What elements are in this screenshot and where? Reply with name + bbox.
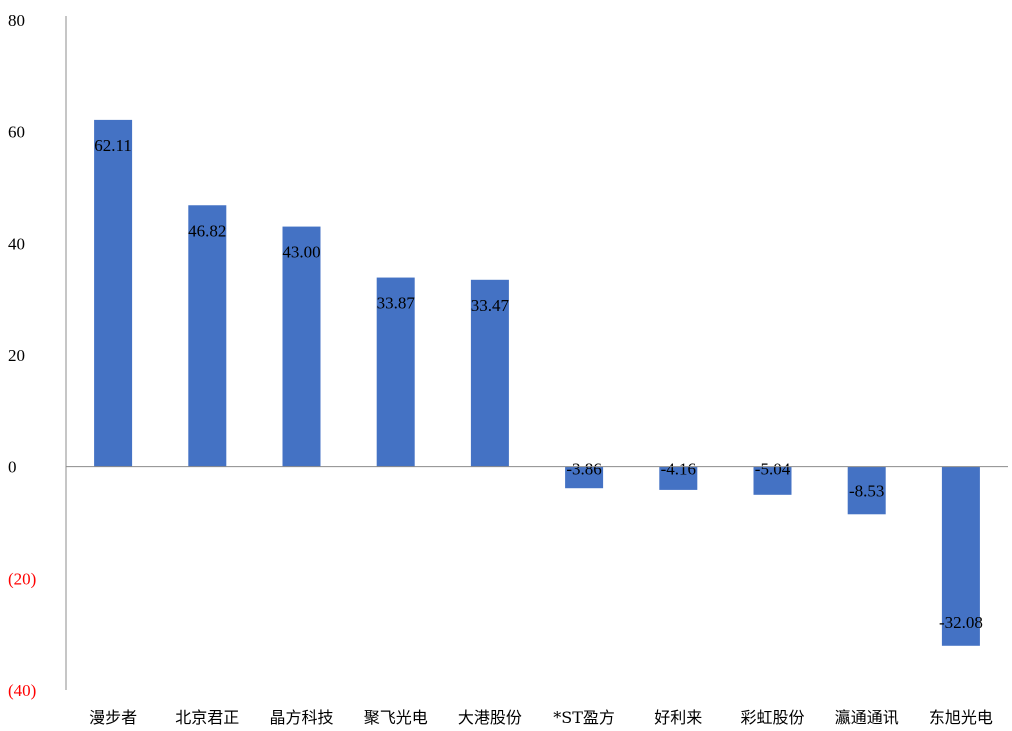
data-label: -5.04: [755, 460, 791, 479]
category-label: 大港股份: [458, 708, 522, 727]
data-labels: 62.11 46.82 43.00 33.87 33.47 -3.86 -4.16 -5.04…: [94, 136, 983, 632]
bar: [753, 466, 792, 495]
data-label: -8.53: [849, 481, 884, 500]
bars: [94, 119, 980, 646]
category-label: 北京君正: [175, 708, 239, 727]
bar: [941, 466, 980, 646]
data-label: -32.08: [939, 613, 983, 632]
y-tick-label: (20): [8, 569, 36, 588]
category-label: 漫步者: [89, 708, 137, 727]
bar: [376, 277, 415, 467]
bar: [282, 226, 321, 467]
y-tick-label: 20: [8, 346, 25, 365]
bar: [847, 466, 886, 515]
y-tick-label: 80: [8, 11, 25, 30]
y-axis: 80 60 40 20 0 (20) (40): [8, 11, 67, 700]
bar: [470, 279, 509, 467]
category-label: 瀛通通讯: [835, 708, 899, 727]
category-label: *ST盈方: [553, 708, 615, 727]
bar: [565, 466, 604, 489]
category-label: 好利来: [654, 708, 702, 727]
category-labels: 漫步者 北京君正 晶方科技 聚飞光电 大港股份 *ST盈方 好利来 彩虹股份 瀛通通讯 东旭光电: [89, 708, 993, 727]
data-label: 46.82: [188, 221, 226, 240]
category-label: 彩虹股份: [740, 708, 804, 727]
data-label: -3.86: [566, 460, 601, 479]
bar: [94, 119, 133, 467]
data-label: 33.47: [471, 296, 510, 315]
bar: [659, 466, 698, 490]
data-label: 33.87: [377, 294, 416, 313]
data-label: 43.00: [282, 243, 320, 262]
data-label: -4.16: [661, 460, 696, 479]
y-tick-label: 0: [8, 458, 17, 477]
category-label: 聚飞光电: [364, 708, 428, 727]
y-tick-label: 60: [8, 123, 25, 142]
y-tick-label: 40: [8, 234, 25, 253]
bar: [188, 205, 227, 467]
data-label: 62.11: [94, 136, 132, 155]
category-label: 晶方科技: [269, 708, 333, 727]
y-tick-label: (40): [8, 681, 36, 700]
category-label: 东旭光电: [929, 708, 993, 727]
